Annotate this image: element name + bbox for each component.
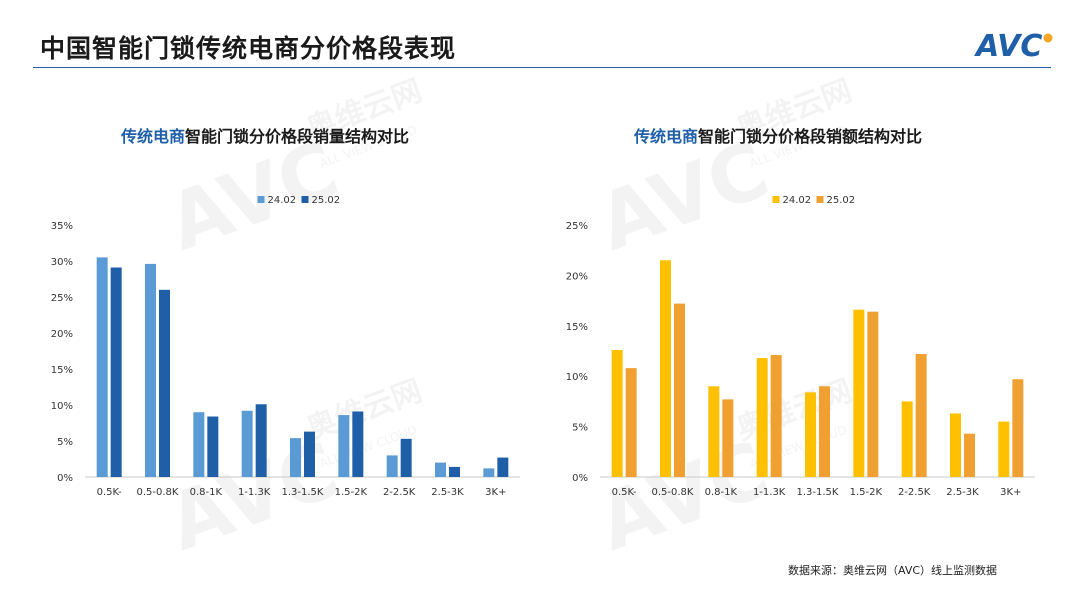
volume-legend-label: 24.02 xyxy=(268,195,297,206)
title-divider xyxy=(33,67,1051,68)
volume-bar-series-1 xyxy=(483,468,495,477)
revenue-legend-label: 24.02 xyxy=(783,195,812,206)
volume-xtick: 0.5-0.8K xyxy=(137,487,179,498)
volume-ytick: 5% xyxy=(57,437,73,448)
volume-ytick: 15% xyxy=(51,365,73,376)
revenue-bar-series-1 xyxy=(611,349,623,477)
chart-title-revenue: 传统电商智能门锁分价格段销额结构对比 xyxy=(634,123,922,149)
revenue-xtick: 0.8-1K xyxy=(705,487,738,498)
revenue-bar-series-2 xyxy=(1012,379,1024,477)
revenue-xtick: 0.5K- xyxy=(612,487,637,498)
volume-legend-label: 25.02 xyxy=(312,195,341,206)
volume-ytick: 10% xyxy=(51,401,73,412)
chart-title-revenue-highlight: 传统电商 xyxy=(634,127,699,146)
chart-title-volume-highlight: 传统电商 xyxy=(121,127,186,146)
revenue-xtick: 2.5-3K xyxy=(946,487,979,498)
volume-xtick: 1.5-2K xyxy=(335,487,368,498)
volume-bar-series-1 xyxy=(290,438,301,477)
volume-xtick: 2-2.5K xyxy=(383,487,416,498)
revenue-legend-label: 25.02 xyxy=(827,195,856,206)
volume-bar-series-2 xyxy=(159,289,170,477)
revenue-bar-series-1 xyxy=(660,260,671,477)
volume-bar-series-2 xyxy=(304,431,315,477)
revenue-bar-series-2 xyxy=(867,311,879,477)
volume-xtick: 1.3-1.5K xyxy=(282,487,324,498)
revenue-ytick: 0% xyxy=(572,473,588,484)
volume-bar-series-1 xyxy=(145,263,156,477)
revenue-bar-series-2 xyxy=(964,433,975,477)
data-source-note: 数据来源：奥维云网（AVC）线上监测数据 xyxy=(788,564,998,577)
revenue-bar-series-2 xyxy=(674,303,685,477)
avc-logo: AVC xyxy=(974,29,1053,62)
revenue-ytick: 15% xyxy=(566,322,588,333)
revenue-xtick: 1-1.3K xyxy=(753,487,786,498)
revenue-ytick: 10% xyxy=(566,372,588,383)
volume-bar-series-1 xyxy=(435,462,446,477)
revenue-legend-swatch xyxy=(816,196,824,203)
revenue-xtick: 1.3-1.5K xyxy=(797,487,839,498)
revenue-xtick: 0.5-0.8K xyxy=(652,487,694,498)
volume-ytick: 35% xyxy=(51,221,73,232)
revenue-legend-swatch xyxy=(772,196,780,203)
volume-share-bar-chart: 0% 5% 10% 15% 20% 25% 30% 35% 0.5K- 0.5-0.8K 0.8-1… xyxy=(51,195,520,498)
chart-title-revenue-rest: 智能门锁分价格段销额结构对比 xyxy=(698,127,923,146)
volume-bar-series-2 xyxy=(207,416,219,477)
volume-bar-series-2 xyxy=(110,267,122,477)
volume-xtick: 2.5-3K xyxy=(431,487,464,498)
revenue-ytick: 25% xyxy=(566,221,588,232)
revenue-ytick: 20% xyxy=(566,271,588,282)
volume-ytick: 0% xyxy=(57,473,73,484)
revenue-xtick: 1.5-2K xyxy=(850,487,883,498)
revenue-bar-series-2 xyxy=(915,354,927,477)
revenue-bar-series-1 xyxy=(901,401,913,477)
volume-ytick: 25% xyxy=(51,293,73,304)
chart-title-volume: 传统电商智能门锁分价格段销量结构对比 xyxy=(121,123,409,149)
volume-bar-series-2 xyxy=(255,404,267,477)
revenue-bar-series-1 xyxy=(853,309,865,477)
revenue-xtick: 2-2.5K xyxy=(898,487,931,498)
volume-legend-swatch xyxy=(257,196,265,203)
svg-text:AVC: AVC xyxy=(974,29,1042,62)
revenue-bar-series-1 xyxy=(708,386,720,477)
revenue-bar-series-2 xyxy=(770,355,782,477)
volume-xtick: 0.8-1K xyxy=(190,487,223,498)
volume-legend-swatch xyxy=(301,196,309,203)
volume-bar-series-2 xyxy=(449,466,460,477)
revenue-bar-series-2 xyxy=(625,368,637,477)
volume-bar-series-2 xyxy=(497,457,509,477)
volume-bar-series-1 xyxy=(338,415,350,477)
revenue-bar-series-2 xyxy=(722,399,734,477)
page-title: 中国智能门锁传统电商分价格段表现 xyxy=(40,34,457,63)
volume-xtick: 1-1.3K xyxy=(238,487,271,498)
revenue-share-bar-chart: 0% 5% 10% 15% 20% 25% 0.5K- 0.5-0.8K 0.8-1K 1-1.3… xyxy=(566,195,1035,498)
revenue-bar-series-1 xyxy=(950,413,961,477)
revenue-ytick: 5% xyxy=(572,423,588,434)
revenue-bar-series-1 xyxy=(805,392,816,477)
volume-bar-series-2 xyxy=(400,438,412,477)
revenue-bar-series-2 xyxy=(819,386,830,477)
revenue-bar-series-1 xyxy=(756,358,768,477)
volume-bar-series-1 xyxy=(241,410,253,477)
volume-bar-series-1 xyxy=(193,412,205,477)
volume-ytick: 30% xyxy=(51,257,73,268)
volume-bar-series-1 xyxy=(96,257,108,477)
volume-bar-series-1 xyxy=(386,455,398,477)
volume-ytick: 20% xyxy=(51,329,73,340)
volume-bar-series-2 xyxy=(352,411,364,477)
volume-xtick: 3K+ xyxy=(485,487,506,498)
volume-xtick: 0.5K- xyxy=(97,487,122,498)
chart-title-volume-rest: 智能门锁分价格段销量结构对比 xyxy=(185,127,410,146)
revenue-xtick: 3K+ xyxy=(1000,487,1021,498)
revenue-bar-series-1 xyxy=(998,421,1010,477)
